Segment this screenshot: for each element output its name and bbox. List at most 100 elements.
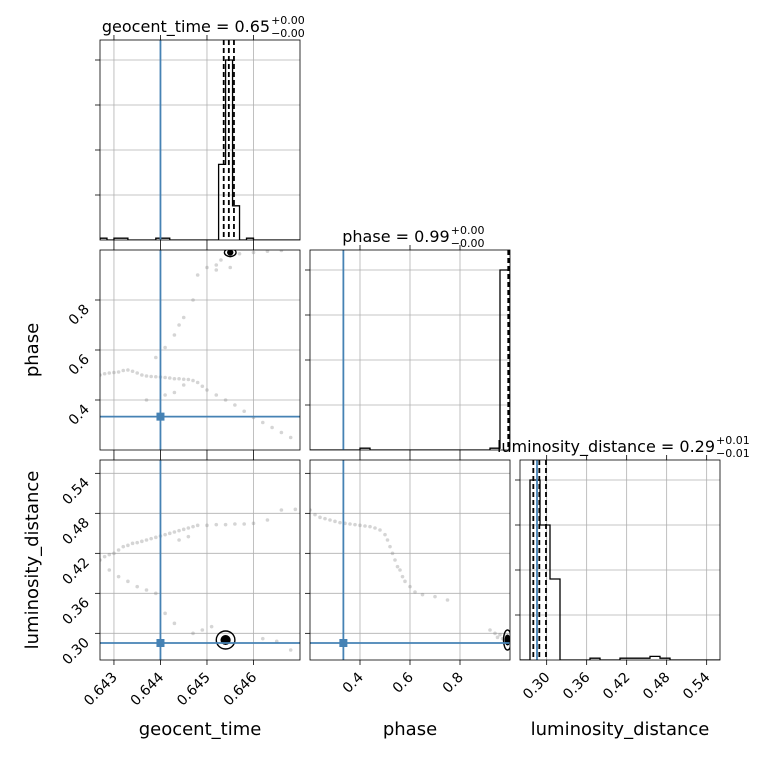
- sample-point: [251, 521, 256, 526]
- xtick-label: 0.646: [221, 669, 261, 709]
- sample-point: [205, 388, 209, 392]
- xtick-label: 0.645: [174, 670, 214, 710]
- sample-point: [172, 376, 177, 381]
- contour-outer: [215, 630, 236, 650]
- xtick-label: 0.8: [440, 670, 467, 697]
- sample-point: [488, 628, 492, 632]
- sample-point: [140, 373, 144, 377]
- sample-point: [293, 507, 298, 512]
- sample-point: [181, 383, 186, 387]
- sample-point: [135, 371, 140, 375]
- panel-frame: [519, 459, 721, 661]
- sample-point: [177, 528, 181, 533]
- sample-point: [195, 380, 200, 385]
- ytick-label: 0.8: [66, 302, 93, 329]
- sample-point: [498, 632, 502, 637]
- panel-frame: [309, 459, 511, 661]
- sample-point: [112, 551, 116, 556]
- xlabel-luminosity_distance: luminosity_distance: [531, 719, 710, 740]
- sample-point: [318, 515, 322, 520]
- sample-point: [313, 512, 317, 517]
- sample-point: [172, 621, 177, 626]
- sample-point: [223, 522, 228, 527]
- hist-step-luminosity_distance: [520, 479, 720, 660]
- sample-point: [112, 370, 116, 375]
- sample-point: [167, 376, 172, 380]
- scatter-panel-phase-vs-geocent-time: 0.4 0.6 0.8: [66, 245, 301, 455]
- sample-point: [163, 375, 167, 380]
- sample-point: [214, 522, 219, 527]
- sample-point: [100, 558, 102, 562]
- sample-point: [413, 590, 417, 594]
- sample-point: [403, 579, 407, 584]
- sample-point: [163, 393, 167, 397]
- sample-point: [279, 430, 284, 435]
- panel-frame: [99, 459, 301, 661]
- sample-point: [445, 598, 450, 602]
- sample-point: [154, 355, 158, 360]
- ylabel-phase: phase: [22, 323, 43, 377]
- panel-frame: [309, 249, 511, 451]
- sample-point: [214, 263, 219, 267]
- xtick-label: 0.54: [680, 669, 713, 702]
- sample-point: [135, 540, 140, 545]
- sample-point: [121, 368, 126, 373]
- sample-point: [353, 522, 357, 527]
- truth-marker: [339, 639, 348, 647]
- sample-point: [116, 370, 121, 374]
- hist-panel-geocent-time: geocent_time = 0.65 +0.00−0.00: [95, 14, 305, 245]
- sample-point: [328, 518, 332, 522]
- xtick-label: 0.644: [128, 669, 168, 709]
- ylabel-luminosity_distance: luminosity_distance: [22, 471, 43, 650]
- sample-point: [163, 345, 167, 350]
- hist-panel-phase: phase = 0.99 +0.00−0.00: [305, 224, 511, 455]
- sample-point: [149, 374, 153, 379]
- sample-point: [191, 378, 195, 383]
- contour-core: [227, 250, 234, 256]
- xlabel-phase: phase: [383, 719, 437, 740]
- truth-marker: [156, 412, 165, 421]
- sample-point: [191, 298, 195, 302]
- sample-point: [102, 554, 107, 559]
- scatter-panel-luminosity-distance-vs-geocent-time: 0.643 0.644 0.645 0.646 0.30 0.36 0.42 0.48 0.54: [59, 455, 301, 710]
- sample-point: [383, 532, 387, 537]
- sample-point: [177, 538, 181, 542]
- xtick-label: 0.48: [640, 670, 673, 703]
- sample-point: [388, 544, 392, 549]
- ytick-label: 0.36: [59, 595, 92, 628]
- sample-point: [181, 377, 186, 382]
- sample-point: [228, 265, 233, 270]
- sample-point: [102, 371, 107, 376]
- sample-point: [144, 588, 149, 592]
- sample-point: [310, 508, 312, 512]
- sample-point: [135, 584, 140, 589]
- sample-point: [214, 268, 219, 272]
- sample-point: [333, 519, 337, 524]
- sample-point: [172, 530, 177, 534]
- sample-point: [408, 584, 412, 589]
- sample-point: [358, 523, 362, 528]
- err-minus: −0.00: [451, 237, 485, 250]
- sample-point: [279, 508, 284, 512]
- err-plus: +0.01: [716, 434, 750, 447]
- panel-frame: [99, 39, 301, 241]
- hist-step-geocent_time: [100, 59, 300, 240]
- sample-point: [191, 631, 195, 636]
- hist-panel-luminosity-distance: 0.30 0.36 0.42 0.48 0.54 luminosity_distance …: [497, 434, 750, 703]
- sample-point: [186, 534, 191, 539]
- sample-point: [116, 548, 121, 552]
- err-plus: +0.00: [271, 14, 305, 27]
- contour-outer: [223, 250, 237, 258]
- sample-point: [251, 250, 256, 255]
- ytick-label: 0.4: [66, 401, 93, 428]
- xtick-label: 0.36: [560, 669, 593, 702]
- xtick-label: 0.42: [600, 670, 633, 703]
- sample-point: [200, 628, 205, 632]
- sample-point: [186, 526, 191, 530]
- sample-point: [493, 631, 497, 636]
- sample-point: [260, 420, 265, 425]
- sample-point: [177, 376, 181, 381]
- ytick-label: 0.30: [59, 635, 92, 668]
- sample-point: [191, 524, 195, 529]
